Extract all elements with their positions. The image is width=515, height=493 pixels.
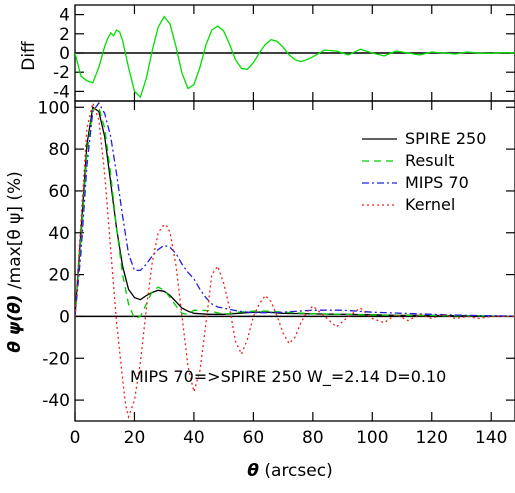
bottom-panel: -40 -20 0 20 40 60 80 100 0 20 40 60 80 100 120 140 θ … — [5, 98, 515, 481]
legend-label: MIPS 70 — [405, 173, 469, 192]
top-y-tick-label: 0 — [59, 44, 70, 64]
bottom-series — [75, 101, 515, 420]
top-y-tick-label: -4 — [53, 82, 70, 102]
bottom-plot-frame — [74, 100, 515, 422]
bottom-x-ticks: 0 20 40 60 80 100 120 140 — [70, 101, 507, 448]
legend: SPIRE 250 Result MIPS 70 Kernel — [362, 129, 486, 214]
bottom-y-tick-label: 20 — [48, 266, 70, 286]
top-y-tick-label: 2 — [59, 25, 70, 45]
top-y-axis-label: Diff — [19, 40, 39, 71]
x-label-theta: θ — [247, 461, 259, 481]
x-axis-label: θ (arcsec) — [247, 461, 332, 481]
legend-label: Result — [405, 151, 454, 170]
series-line-diff — [75, 15, 515, 99]
bottom-y-tick-label: 40 — [48, 224, 70, 244]
bottom-y-tick-label: 0 — [59, 307, 70, 327]
top-y-tick-label: 4 — [59, 6, 70, 26]
series-line-result — [75, 106, 515, 320]
y-label-max: /max[θ ψ] (%) — [5, 171, 25, 294]
bottom-y-tick-label: 80 — [48, 140, 70, 160]
bottom-x-tick-label: 60 — [243, 428, 265, 448]
bottom-x-tick-label: 120 — [416, 428, 448, 448]
bottom-x-tick-label: 0 — [70, 428, 81, 448]
y-label-theta-psi: θ ψ(θ) — [5, 294, 25, 352]
bottom-y-tick-label: -40 — [42, 391, 70, 411]
bottom-x-tick-label: 20 — [124, 428, 146, 448]
bottom-x-tick-label: 40 — [183, 428, 205, 448]
bottom-y-tick-label: 100 — [38, 98, 70, 118]
chart-annotation: MIPS 70=>SPIRE 250 W_=2.14 D=0.10 — [130, 367, 446, 387]
bottom-x-tick-label: 80 — [302, 428, 324, 448]
top-y-tick-label: -2 — [53, 63, 70, 83]
legend-label: Kernel — [405, 195, 455, 214]
legend-label: SPIRE 250 — [405, 129, 486, 148]
bottom-x-tick-label: 140 — [475, 428, 507, 448]
bottom-x-tick-label: 100 — [356, 428, 388, 448]
bottom-y-tick-label: 60 — [48, 182, 70, 202]
top-series — [75, 15, 515, 99]
top-x-ticks — [74, 5, 492, 101]
bottom-y-axis-label: θ ψ(θ) /max[θ ψ] (%) — [5, 171, 25, 353]
bottom-y-tick-label: -20 — [42, 349, 70, 369]
bottom-y-ticks: -40 -20 0 20 40 60 80 100 — [38, 98, 515, 411]
series-line-kernel — [75, 101, 515, 420]
x-label-unit: (arcsec) — [259, 461, 333, 481]
